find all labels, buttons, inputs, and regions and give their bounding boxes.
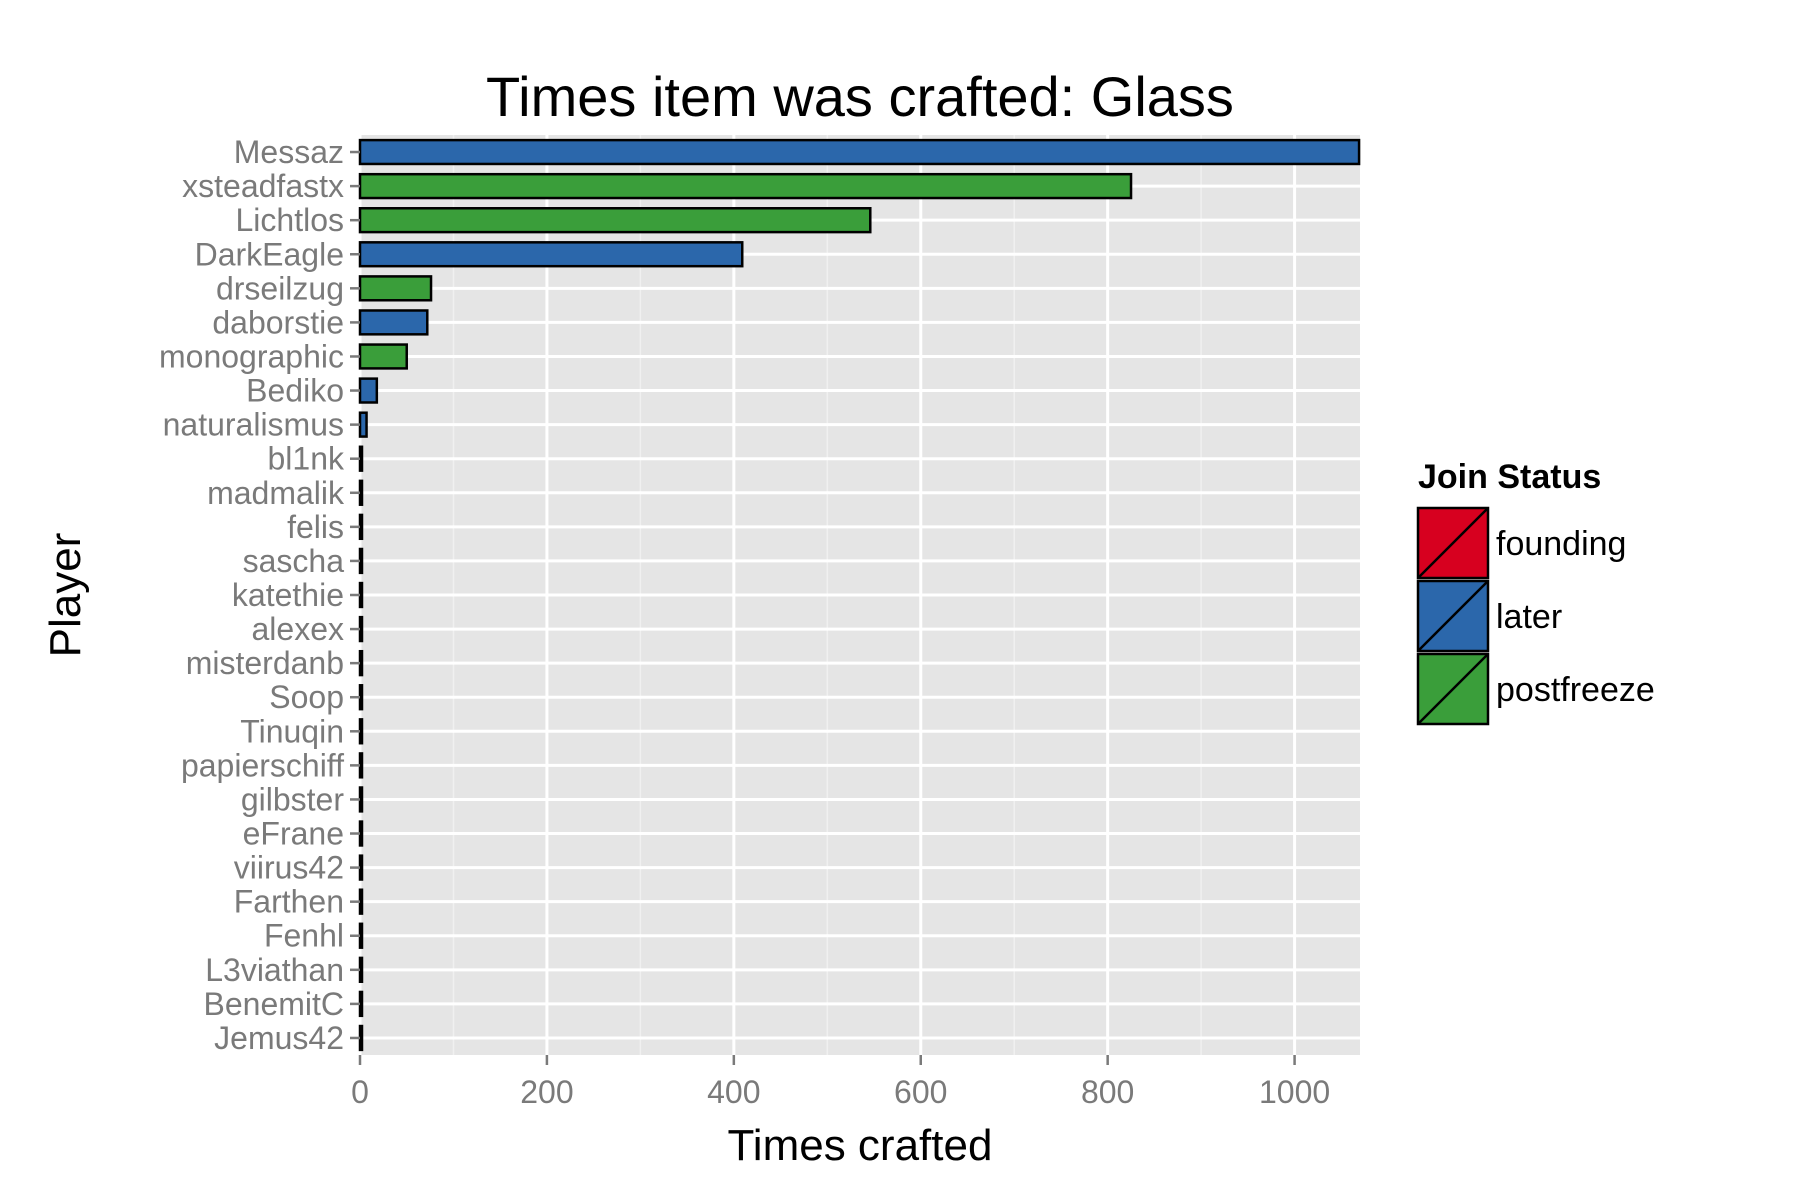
bar-DarkEagle [358,241,744,268]
y-tick-label: Tinuqin [240,713,344,749]
y-axis-title: Player [41,533,90,658]
y-axis: MessazxsteadfastxLichtlosDarkEagledrseil… [159,134,360,1056]
bar-Tinuqin [358,718,364,745]
y-tick-label: katethie [232,577,344,613]
legend-label-later: later [1496,598,1562,636]
y-tick-label: Lichtlos [236,202,345,238]
y-tick-label: Jemus42 [214,1020,344,1056]
y-tick-label: drseilzug [216,270,344,306]
bar-sascha [358,547,364,575]
bar-naturalismus [358,411,368,438]
y-tick-label: Fenhl [264,918,344,954]
y-tick-label: L3viathan [205,952,344,988]
bar-L3viathan [358,956,364,983]
bar-Soop [358,684,364,711]
y-tick-label: gilbster [241,781,345,817]
bar-katethie [358,581,364,609]
y-tick-label: bl1nk [268,441,346,477]
y-tick-label: naturalismus [163,407,344,443]
y-tick-label: Messaz [234,134,344,170]
y-tick-label: eFrane [243,816,344,852]
y-tick-label: viirus42 [234,850,344,886]
bar-papierschiff [358,752,364,779]
bar-xsteadfastx [358,172,1133,200]
legend-key-diagonal [1417,580,1489,652]
x-axis-title: Times crafted [728,1121,993,1170]
legend-label-postfreeze: postfreeze [1496,671,1655,709]
bar-Messaz [358,138,1361,166]
bar-bl1nk [358,445,364,472]
y-tick-label: Farthen [234,884,344,920]
x-tick-label: 200 [520,1074,573,1110]
bar-Fenhl [358,922,364,949]
y-tick-label: daborstie [212,304,344,340]
y-tick-label: monographic [159,338,344,374]
x-tick-label: 800 [1081,1074,1134,1110]
bar-Jemus42 [358,1024,364,1052]
bar-misterdanb [358,649,364,677]
bar-alexex [358,615,364,643]
y-tick-label: BenemitC [204,986,345,1022]
x-tick-label: 400 [707,1074,760,1110]
chart-title: Times item was crafted: Glass [486,65,1234,128]
x-tick-label: 600 [894,1074,947,1110]
x-tick-label: 0 [351,1074,369,1110]
legend-title: Join Status [1418,458,1601,496]
y-tick-label: Bediko [246,373,344,409]
legend-key-diagonal [1417,653,1489,725]
bar-felis [358,513,364,541]
bar-daborstie [358,309,429,336]
bar-Bediko [358,377,379,404]
legend-key-diagonal [1417,507,1489,579]
y-tick-label: DarkEagle [195,236,344,272]
y-tick-label: felis [287,509,344,545]
bars [358,138,1361,1052]
bar-Lichtlos [358,207,872,234]
legend-label-founding: founding [1496,525,1626,563]
y-tick-label: Soop [269,679,344,715]
y-tick-label: papierschiff [181,747,344,783]
bar-BenemitC [358,990,364,1018]
x-tick-label: 1000 [1259,1074,1330,1110]
bar-eFrane [358,820,364,847]
y-tick-label: alexex [252,611,345,647]
bar-Farthen [358,888,364,915]
bar-gilbster [358,786,364,813]
bar-monographic [358,343,408,370]
y-tick-label: sascha [243,543,345,579]
bar-viirus42 [358,854,364,881]
y-tick-label: madmalik [207,475,345,511]
bar-drseilzug [358,275,433,302]
y-tick-label: xsteadfastx [182,168,344,204]
legend: Join Status founding later postfreeze [1416,458,1655,726]
y-tick-label: misterdanb [186,645,344,681]
bar-madmalik [358,479,364,506]
x-axis: 0 200 400 600 800 1000 [351,1055,1330,1110]
